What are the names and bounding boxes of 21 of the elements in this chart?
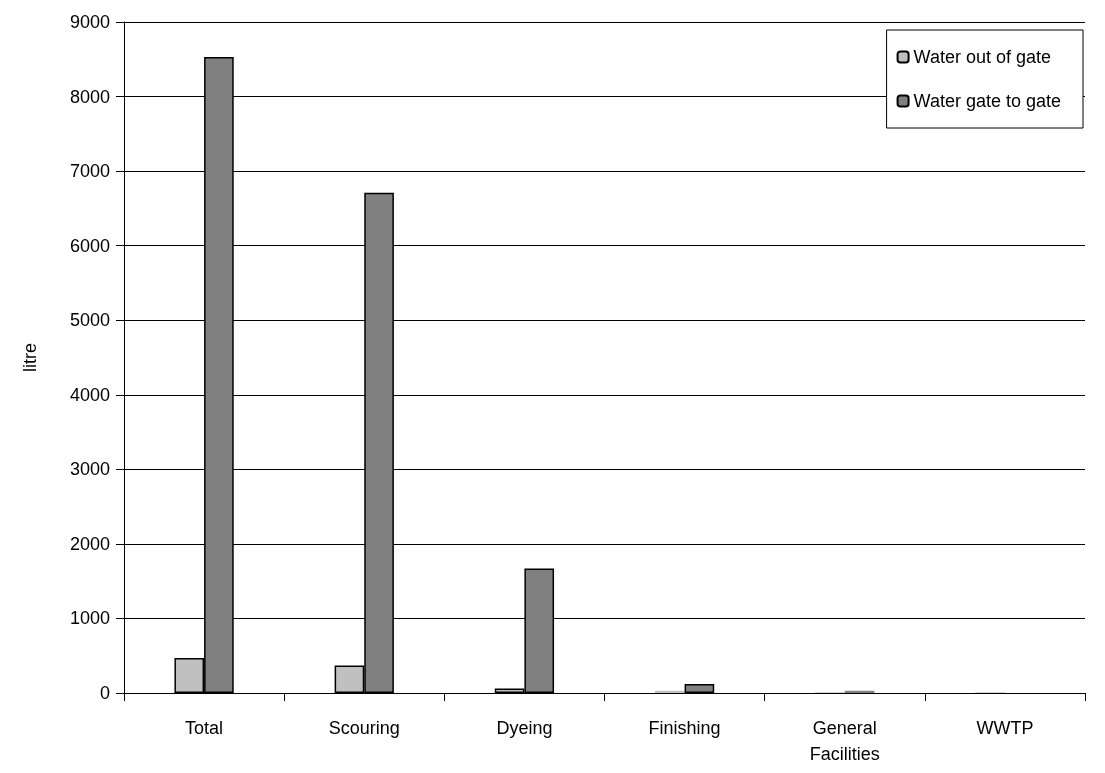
x-tick-label: WWTP — [976, 718, 1034, 738]
x-tick-label: Finishing — [648, 718, 721, 738]
x-tick-label: Dyeing — [496, 718, 553, 738]
y-tick-label: 8000 — [69, 86, 110, 107]
y-axis-title: litre — [20, 342, 40, 373]
y-tick-label: 9000 — [69, 12, 110, 32]
y-tick-label: 2000 — [69, 533, 110, 554]
x-tick-label: Scouring — [328, 718, 400, 738]
bar — [684, 684, 715, 693]
y-tick-label: 4000 — [69, 384, 110, 405]
y-tick-label: 1000 — [69, 608, 110, 629]
y-tick-label: 7000 — [69, 161, 110, 182]
y-tick-label: 3000 — [69, 459, 110, 480]
y-tick-label: 5000 — [69, 310, 110, 331]
y-tick-label: 0 — [99, 683, 110, 703]
bar — [654, 690, 685, 693]
legend-label: Water gate to gate — [913, 91, 1061, 111]
legend-label: Water out of gate — [913, 47, 1051, 67]
y-tick-label: 6000 — [69, 235, 110, 256]
x-tick-label: Total — [185, 718, 224, 738]
x-tick-label: General Facilities — [809, 718, 880, 764]
